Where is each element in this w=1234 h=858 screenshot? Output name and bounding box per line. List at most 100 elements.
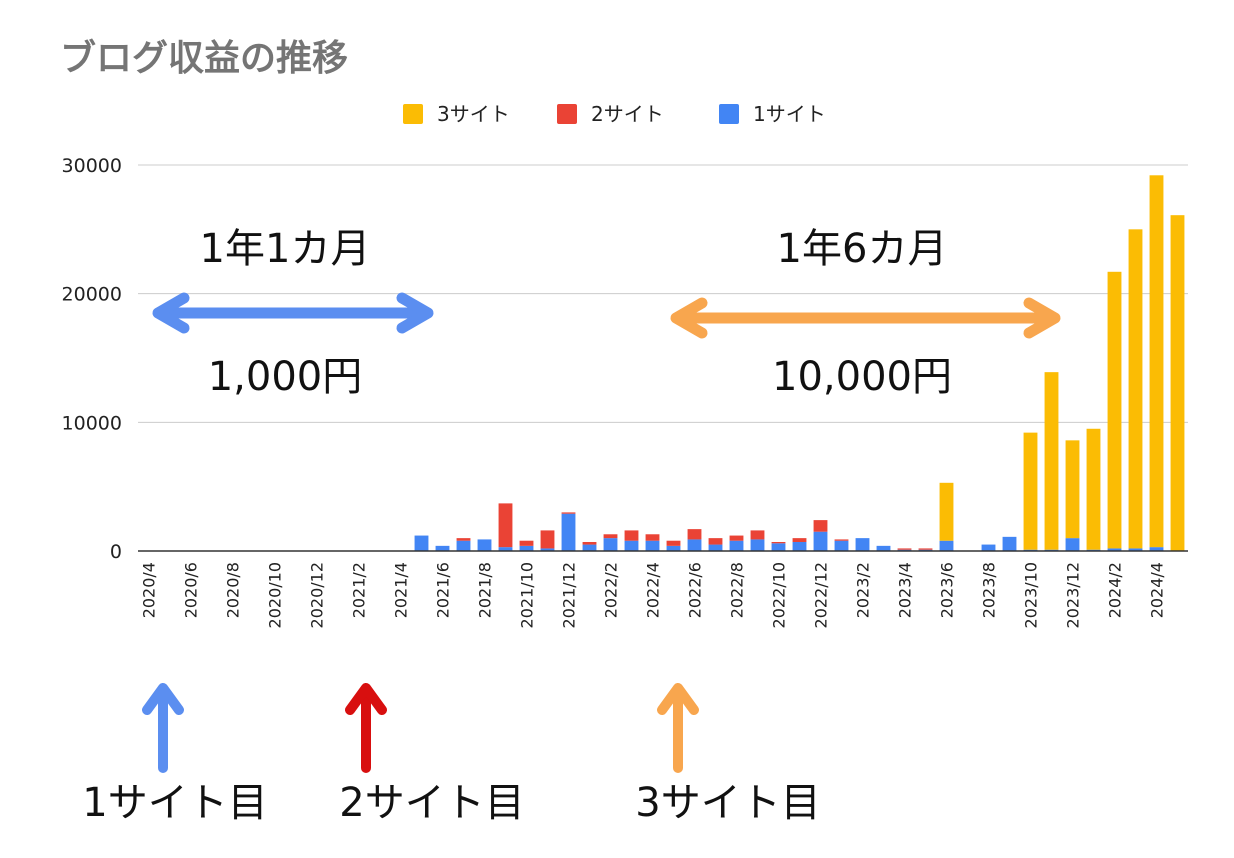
bar-segment bbox=[939, 482, 954, 541]
bar-segment bbox=[834, 540, 849, 551]
x-tick-label: 2021/10 bbox=[518, 562, 537, 628]
x-tick-label: 2021/12 bbox=[560, 562, 579, 628]
bar-segment bbox=[624, 530, 639, 541]
y-axis-ticks: 0 10000 20000 30000 bbox=[62, 155, 122, 563]
bar-segment bbox=[834, 539, 849, 541]
bar-segment bbox=[939, 540, 954, 551]
bar-segment bbox=[1107, 548, 1122, 551]
x-tick-label: 2020/12 bbox=[308, 562, 327, 628]
bar-segment bbox=[1044, 372, 1059, 550]
legend: 3サイト 2サイト 1サイト bbox=[403, 102, 826, 126]
bar-segment bbox=[435, 545, 450, 551]
x-tick-label: 2020/10 bbox=[266, 562, 285, 628]
x-tick-label: 2021/6 bbox=[434, 562, 453, 618]
bar-segment bbox=[582, 541, 597, 545]
bar-segment bbox=[729, 535, 744, 541]
site-label: 3サイト目 bbox=[635, 780, 820, 826]
period2-double-arrow-icon bbox=[670, 297, 1061, 339]
bar-segment bbox=[603, 534, 618, 539]
bar-segment bbox=[708, 544, 723, 551]
x-tick-label: 2021/4 bbox=[392, 562, 411, 618]
period2-duration: 1年6カ月 bbox=[777, 226, 948, 272]
bar-segment bbox=[750, 530, 765, 540]
y-tick-label: 20000 bbox=[62, 284, 122, 306]
x-tick-label: 2023/8 bbox=[980, 562, 999, 618]
x-tick-label: 2022/2 bbox=[602, 562, 621, 618]
annotations: 1年1カ月 1,000円 1年6カ月 10,000円 bbox=[152, 226, 1061, 400]
bar-segment bbox=[855, 538, 870, 551]
legend-label: 1サイト bbox=[753, 102, 826, 126]
legend-label: 2サイト bbox=[591, 102, 664, 126]
legend-swatch bbox=[403, 104, 423, 124]
bar-segment bbox=[876, 545, 891, 551]
y-tick-label: 30000 bbox=[62, 155, 122, 177]
bar-segment bbox=[771, 543, 786, 551]
x-tick-label: 2022/12 bbox=[812, 562, 831, 628]
bar-segment bbox=[729, 540, 744, 551]
bar-segment bbox=[498, 547, 513, 551]
bar-segment bbox=[456, 540, 471, 551]
x-tick-label: 2022/10 bbox=[770, 562, 789, 628]
bar-segment bbox=[561, 513, 576, 551]
x-tick-label: 2023/10 bbox=[1022, 562, 1041, 628]
bar-segment bbox=[645, 534, 660, 541]
bar-segment bbox=[813, 531, 828, 551]
bar-segment bbox=[540, 530, 555, 549]
x-tick-label: 2021/2 bbox=[350, 562, 369, 618]
site-label: 1サイト目 bbox=[82, 780, 267, 826]
bar-segment bbox=[1128, 548, 1143, 551]
site-markers: 1サイト目 2サイト目 3サイト目 bbox=[82, 683, 821, 826]
bar-segment bbox=[456, 538, 471, 541]
x-tick-label: 2024/4 bbox=[1148, 562, 1167, 618]
bar-segment bbox=[1149, 175, 1164, 548]
bar-segment bbox=[603, 538, 618, 551]
bar-segment bbox=[582, 544, 597, 551]
x-tick-label: 2020/8 bbox=[224, 562, 243, 618]
bar-segment bbox=[792, 538, 807, 542]
bar-segment bbox=[1002, 536, 1017, 551]
x-tick-label: 2023/6 bbox=[938, 562, 957, 618]
bar-segment bbox=[1065, 538, 1080, 551]
bar-segment bbox=[624, 540, 639, 551]
bar-segment bbox=[1170, 215, 1185, 551]
bar-segment bbox=[687, 539, 702, 551]
bar-segment bbox=[477, 539, 492, 551]
up-arrow-icon bbox=[345, 683, 387, 773]
chart-title: ブログ収益の推移 bbox=[60, 37, 348, 79]
bar-segment bbox=[771, 541, 786, 544]
bar-segment bbox=[540, 548, 555, 551]
x-tick-label: 2022/8 bbox=[728, 562, 747, 618]
bar-segment bbox=[519, 545, 534, 551]
legend-swatch bbox=[557, 104, 577, 124]
bar-segment bbox=[1128, 229, 1143, 549]
bar-segment bbox=[414, 535, 429, 551]
bar-segment bbox=[792, 541, 807, 551]
x-tick-label: 2023/4 bbox=[896, 562, 915, 618]
bar-segment bbox=[666, 540, 681, 546]
up-arrow-icon bbox=[657, 683, 699, 773]
bar-segment bbox=[750, 539, 765, 551]
bar-segment bbox=[813, 520, 828, 532]
legend-swatch bbox=[719, 104, 739, 124]
bar-segment bbox=[561, 512, 576, 514]
up-arrow-icon bbox=[142, 683, 184, 773]
x-tick-label: 2021/8 bbox=[476, 562, 495, 618]
y-tick-label: 10000 bbox=[62, 412, 122, 434]
x-tick-label: 2020/6 bbox=[182, 562, 201, 618]
period1-amount: 1,000円 bbox=[208, 354, 363, 400]
bar-segment bbox=[708, 538, 723, 545]
bar-segment bbox=[666, 545, 681, 551]
bar-segment bbox=[1086, 428, 1101, 550]
x-tick-label: 2020/4 bbox=[140, 562, 159, 618]
gridlines bbox=[138, 164, 1188, 423]
legend-label: 3サイト bbox=[437, 102, 510, 126]
x-tick-label: 2022/6 bbox=[686, 562, 705, 618]
period1-double-arrow-icon bbox=[152, 292, 434, 334]
bar-segment bbox=[918, 548, 933, 550]
bar-segment bbox=[498, 503, 513, 548]
bars bbox=[414, 175, 1185, 551]
bar-segment bbox=[981, 544, 996, 551]
bar-segment bbox=[519, 540, 534, 546]
y-tick-label: 0 bbox=[110, 541, 122, 563]
